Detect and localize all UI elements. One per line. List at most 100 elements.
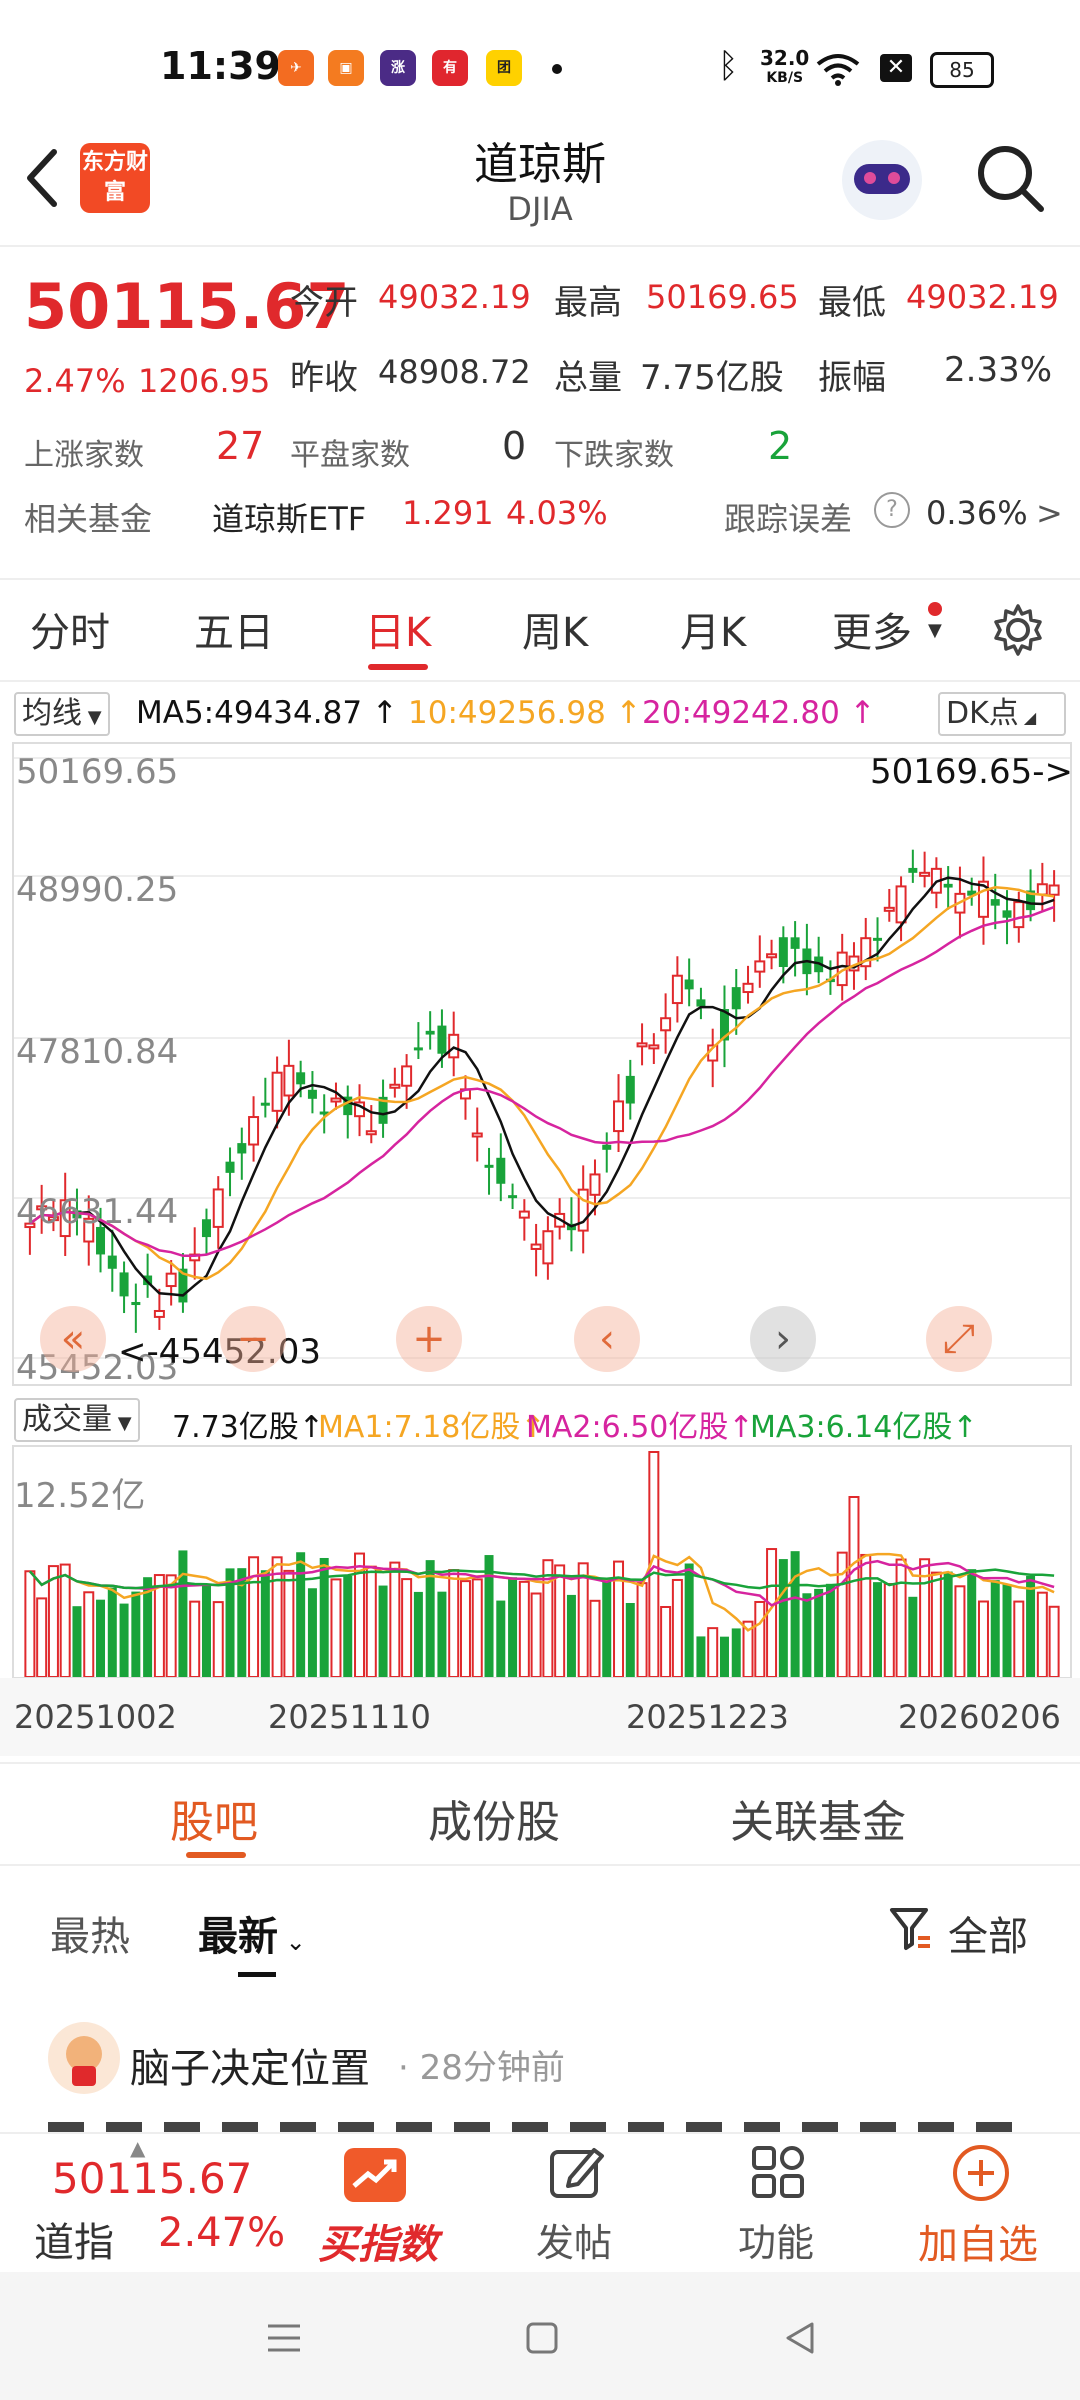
add-watchlist-button[interactable]: 加自选	[918, 2222, 1038, 2268]
buy-index-button[interactable]: 买指数	[318, 2222, 438, 2268]
volume-bar	[201, 1585, 211, 1677]
ma-selector[interactable]: 均线 ▼	[14, 692, 110, 736]
post-author[interactable]: 脑子决定位置	[130, 2046, 370, 2092]
candle-body	[271, 1071, 283, 1112]
edit-post-icon[interactable]	[546, 2142, 606, 2202]
volume-ma3: MA3:6.14亿股↑	[750, 1410, 978, 1445]
volume-bar	[119, 1603, 129, 1677]
back-nav-icon[interactable]	[780, 2318, 820, 2358]
search-icon[interactable]	[975, 143, 1047, 215]
post-content-preview[interactable]	[48, 2118, 1028, 2132]
volume-bar	[990, 1580, 1000, 1677]
scroll-right-icon[interactable]: ›	[750, 1306, 816, 1372]
tab-related-funds[interactable]: 关联基金	[730, 1797, 906, 1848]
volume-bar	[189, 1600, 201, 1677]
fullscreen-icon[interactable]: ⤢	[926, 1306, 992, 1372]
function-grid-icon[interactable]	[748, 2142, 808, 2202]
candle-body	[790, 937, 800, 949]
ma20-line	[29, 905, 1055, 1258]
volume-bar	[225, 1568, 235, 1677]
candle-body	[201, 1219, 211, 1238]
candle-body	[378, 1096, 388, 1124]
bottom-action-bar	[0, 2132, 1080, 2274]
filter-latest[interactable]: 最新 ⌄	[198, 1914, 306, 1960]
chevron-right-icon: >	[1036, 494, 1063, 532]
function-button[interactable]: 功能	[738, 2221, 815, 2265]
volume-bar	[802, 1593, 812, 1677]
bottom-price[interactable]: 50115.67	[52, 2154, 253, 2203]
volume-bar	[212, 1601, 224, 1677]
volume-chart[interactable]	[12, 1445, 1072, 1679]
candle-body	[36, 1205, 48, 1211]
volume-bar	[508, 1577, 518, 1677]
candle-body	[613, 1100, 625, 1133]
volume-ma1: MA1:7.18亿股↑	[318, 1410, 546, 1445]
volume-bar	[319, 1557, 329, 1677]
filter-hot[interactable]: 最热	[50, 1914, 130, 1960]
candle-body	[1013, 901, 1025, 929]
volume-bar	[365, 1565, 377, 1677]
tab-intraday[interactable]: 分时	[30, 610, 110, 656]
candle-body	[778, 937, 788, 968]
volume-selector[interactable]: 成交量 ▼	[14, 1398, 140, 1442]
candle-body	[977, 880, 989, 918]
volume-bar	[36, 1597, 48, 1677]
y-axis-label: 50169.65	[16, 752, 179, 792]
date-label: 20251002	[14, 1698, 177, 1736]
volume-bar	[153, 1574, 165, 1677]
robot-assistant-icon[interactable]	[842, 140, 922, 220]
candle-body	[496, 1157, 506, 1184]
dk-point-button[interactable]: DK点 ◢	[938, 692, 1066, 736]
filter-icon[interactable]	[888, 1904, 932, 1952]
more-notifications-dot	[552, 64, 562, 74]
candle-body	[389, 1083, 401, 1089]
volume-bar	[719, 1636, 729, 1677]
flat-count-label: 平盘家数	[290, 438, 410, 473]
tab-constituents[interactable]: 成份股	[428, 1797, 560, 1848]
tab-monthly-k[interactable]: 月K	[680, 610, 747, 656]
home-icon[interactable]	[522, 2318, 562, 2358]
y-axis-label: 47810.84	[16, 1032, 179, 1072]
tab-five-day[interactable]: 五日	[194, 610, 274, 656]
menu-icon[interactable]	[264, 2318, 304, 2358]
tab-weekly-k[interactable]: 周K	[522, 610, 589, 656]
ma10-line	[29, 886, 1055, 1281]
fund-name: 道琼斯ETF	[212, 500, 367, 538]
scroll-left-icon[interactable]: ‹	[574, 1306, 640, 1372]
volume-bar	[1013, 1600, 1025, 1677]
volume-bar	[1036, 1591, 1048, 1677]
chart-trend-icon[interactable]	[344, 2148, 406, 2202]
add-circle-icon[interactable]	[950, 2142, 1012, 2204]
volume-ma2: MA2:6.50亿股↑	[526, 1410, 754, 1445]
candle-body	[212, 1188, 224, 1228]
volume-bar	[237, 1568, 247, 1677]
tab-guba[interactable]: 股吧	[170, 1797, 258, 1848]
kline-chart[interactable]	[12, 742, 1072, 1386]
candle-body	[754, 960, 766, 973]
help-icon[interactable]: ?	[874, 492, 910, 528]
volume-bar	[542, 1559, 554, 1677]
volume-bar	[260, 1570, 270, 1677]
back-icon[interactable]	[22, 148, 62, 208]
bottom-change: 2.47%	[158, 2210, 286, 2256]
candle-body	[671, 974, 683, 1005]
zoom-out-icon[interactable]: −	[220, 1306, 286, 1372]
candle-body	[1002, 910, 1012, 918]
tab-more[interactable]: 更多	[832, 610, 912, 656]
volume-bar	[47, 1565, 59, 1677]
tab-daily-k[interactable]: 日K	[365, 610, 432, 656]
filter-all[interactable]: 全部	[948, 1914, 1028, 1960]
volume-bar	[343, 1576, 353, 1677]
avatar[interactable]	[48, 2022, 120, 2094]
meituan-icon: 团	[486, 50, 522, 86]
sim-off-icon: ✕	[880, 54, 912, 82]
post-time: · 28分钟前	[398, 2048, 565, 2088]
post-button[interactable]: 发帖	[536, 2221, 613, 2265]
scroll-fast-left-icon[interactable]: «	[40, 1306, 106, 1372]
high-value: 50169.65	[646, 278, 799, 316]
ma5-line	[29, 876, 1055, 1297]
zoom-in-icon[interactable]: +	[396, 1306, 462, 1372]
date-label: 20260206	[898, 1698, 1061, 1736]
candle-body	[518, 1210, 530, 1219]
settings-gear-icon[interactable]	[990, 602, 1046, 658]
